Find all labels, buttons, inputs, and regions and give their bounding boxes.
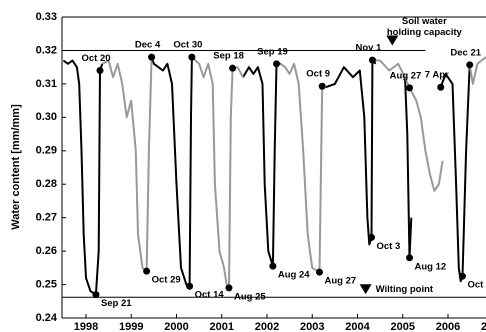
y-tick-label: 0.29 [36, 145, 57, 157]
arrow [359, 284, 372, 295]
x-tick-label: 2004 [345, 321, 370, 332]
point-marker [437, 83, 445, 91]
point-marker [368, 56, 376, 64]
point-label: 7 Apr [425, 70, 449, 81]
x-tick-label: 2001 [209, 321, 233, 332]
point-label: Dec 4 [135, 40, 161, 51]
x-tick-label: 2005 [390, 321, 414, 332]
point-marker [225, 284, 233, 292]
point-label: Sep 21 [101, 298, 132, 309]
point-label: Oct 9 [306, 69, 330, 80]
y-tick-label: 0.31 [36, 78, 57, 90]
y-axis-label: Water content [mm/mm] [10, 104, 22, 230]
point-label: Aug 24 [278, 270, 310, 281]
point-marker [229, 64, 237, 72]
point-label: Oct 30 [173, 40, 202, 51]
point-label: Aug 27 [390, 70, 422, 81]
y-tick-label: 0.26 [36, 245, 57, 257]
y-tick-label: 0.30 [36, 111, 57, 123]
point-label: Aug 27 [324, 276, 356, 287]
point-marker [148, 53, 156, 61]
point-label: Nov 1 [355, 43, 382, 54]
point-marker [406, 254, 414, 262]
x-tick-label: 2007 [481, 321, 486, 332]
point-label: Oct 29 [152, 275, 181, 286]
point-marker [188, 53, 196, 61]
y-tick-label: 0.24 [36, 312, 58, 324]
point-marker [318, 82, 326, 90]
point-label: Oct 15 [467, 280, 486, 291]
arrow [386, 35, 399, 46]
y-tick-label: 0.28 [36, 178, 57, 190]
point-marker [368, 233, 376, 241]
point-label: Oct 3 [377, 241, 401, 252]
x-tick-label: 1998 [74, 321, 98, 332]
series-line [62, 56, 471, 296]
point-label: Aug 25 [234, 291, 266, 302]
point-marker [458, 272, 466, 280]
point-label: Sep 19 [257, 46, 288, 57]
y-tick-label: 0.25 [36, 278, 57, 290]
y-tick-label: 0.33 [36, 11, 57, 23]
point-marker [186, 282, 194, 290]
point-marker [466, 61, 474, 69]
x-tick-label: 2002 [255, 321, 279, 332]
point-marker [315, 268, 323, 276]
point-marker [96, 67, 104, 75]
point-marker [92, 291, 100, 299]
point-marker [272, 60, 280, 68]
point-marker [406, 84, 414, 92]
reference-label: Wilting point [376, 284, 434, 295]
x-tick-label: 1999 [119, 321, 143, 332]
point-label: Dec 21 [450, 47, 481, 58]
point-label: Oct 20 [81, 53, 110, 64]
point-marker [269, 262, 277, 270]
point-label: Oct 14 [195, 290, 225, 301]
x-tick-label: 2006 [436, 321, 460, 332]
y-tick-label: 0.32 [36, 44, 57, 56]
reference-label: Soil water [402, 16, 447, 27]
x-tick-label: 2003 [300, 321, 324, 332]
y-tick-label: 0.27 [36, 212, 57, 224]
point-label: Sep 18 [213, 51, 244, 62]
point-label: Aug 12 [415, 261, 447, 272]
series-line [101, 56, 486, 289]
x-tick-label: 2000 [164, 321, 188, 332]
point-marker [143, 267, 151, 275]
reference-label: holding capacity [387, 27, 463, 38]
